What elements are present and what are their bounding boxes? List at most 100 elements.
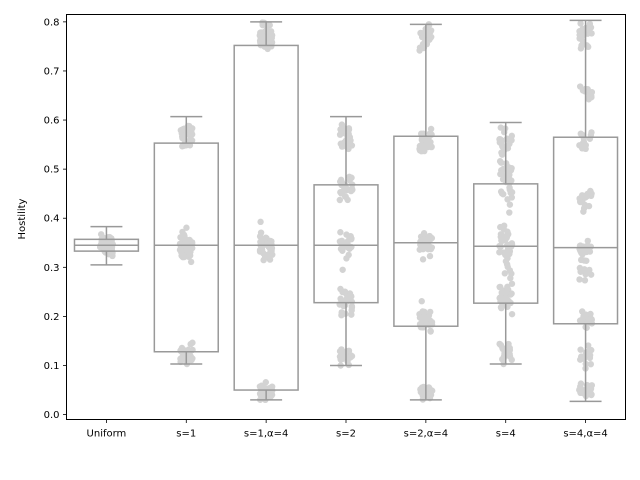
data-point [341, 288, 349, 295]
data-point [340, 187, 347, 194]
data-point [581, 277, 589, 284]
box-2 [153, 115, 219, 365]
box-1 [73, 225, 140, 266]
data-point [338, 127, 345, 135]
data-point [588, 382, 596, 389]
data-point [344, 196, 351, 204]
data-point [577, 198, 584, 206]
data-point [497, 283, 504, 291]
data-point [586, 26, 593, 33]
y-axis: 0.0 0.1 0.2 0.3 0.4 0.5 0.6 0.7 0.8 [44, 17, 67, 421]
data-point [257, 391, 264, 398]
y-tick-label: 0.0 [44, 410, 60, 421]
data-point [498, 237, 505, 244]
y-tick-label: 0.8 [44, 17, 60, 28]
data-point [427, 308, 434, 316]
x-tick-label: s=4 [496, 429, 516, 440]
box-6 [473, 121, 539, 365]
data-point [584, 43, 592, 51]
x-axis: Uniform s=1 s=1,α=4 s=2 s=2,α=4 s=4 s=4,α=4 [87, 419, 608, 440]
data-point [338, 312, 345, 319]
data-point [504, 196, 511, 203]
data-point [496, 249, 503, 256]
data-point [426, 385, 433, 392]
y-axis-title: Hostility [17, 198, 28, 239]
iqr-box [473, 183, 539, 304]
data-point [506, 184, 513, 191]
data-point [577, 20, 584, 27]
data-point [504, 255, 511, 262]
data-point [508, 280, 516, 287]
data-point [416, 314, 424, 321]
data-point [188, 131, 196, 138]
data-point [177, 347, 184, 354]
data-point [420, 230, 428, 237]
data-point [502, 288, 510, 296]
data-point [506, 209, 513, 216]
data-point [426, 252, 434, 260]
data-point [427, 27, 435, 34]
data-point [586, 248, 594, 255]
data-point [576, 31, 583, 39]
x-tick-label: s=2 [336, 429, 356, 440]
data-point [427, 390, 434, 397]
data-point [338, 143, 346, 150]
data-point [577, 256, 585, 264]
data-point [266, 256, 274, 263]
data-point [258, 246, 266, 254]
data-point [348, 185, 356, 193]
y-tick-label: 0.4 [44, 214, 60, 225]
data-point [579, 37, 586, 45]
data-point [268, 43, 275, 50]
iqr-box [552, 136, 619, 325]
x-tick-label: s=1,α=4 [244, 429, 288, 440]
data-point [180, 354, 187, 361]
data-point [339, 266, 346, 273]
data-point [578, 316, 586, 323]
iqr-box [233, 44, 299, 391]
data-point [336, 196, 344, 204]
data-point [337, 176, 345, 184]
data-point [184, 238, 191, 245]
data-point [576, 83, 584, 90]
data-point [587, 388, 594, 396]
data-point [256, 383, 264, 390]
data-point [504, 245, 512, 253]
data-point [500, 222, 508, 229]
data-point [585, 96, 592, 103]
y-tick-label: 0.7 [44, 66, 60, 77]
data-point [187, 258, 195, 266]
data-point [506, 201, 514, 208]
data-point [345, 125, 353, 132]
data-point [497, 159, 505, 166]
data-point [256, 32, 263, 39]
x-tick-label: s=2,α=4 [404, 429, 448, 440]
data-point [580, 208, 587, 215]
data-point [183, 224, 190, 231]
data-point [262, 379, 270, 386]
data-point [419, 256, 427, 263]
box-4 [313, 115, 379, 367]
data-point [505, 170, 513, 177]
data-point [347, 353, 355, 361]
data-point [261, 254, 269, 261]
data-point [179, 134, 186, 142]
data-point [417, 146, 425, 154]
data-point [346, 235, 353, 242]
data-point [508, 356, 515, 364]
x-tick-label: s=4,α=4 [563, 429, 607, 440]
data-point [344, 295, 352, 302]
data-point [345, 251, 352, 259]
data-point [577, 383, 584, 390]
data-point [188, 243, 195, 250]
data-point [338, 354, 346, 362]
data-point [577, 45, 585, 52]
box-5 [393, 23, 459, 401]
data-point [257, 218, 264, 226]
data-point [424, 238, 431, 245]
data-point [583, 324, 590, 331]
data-point [501, 270, 509, 277]
data-point [497, 341, 505, 349]
data-point [422, 244, 429, 252]
data-point [348, 307, 355, 314]
